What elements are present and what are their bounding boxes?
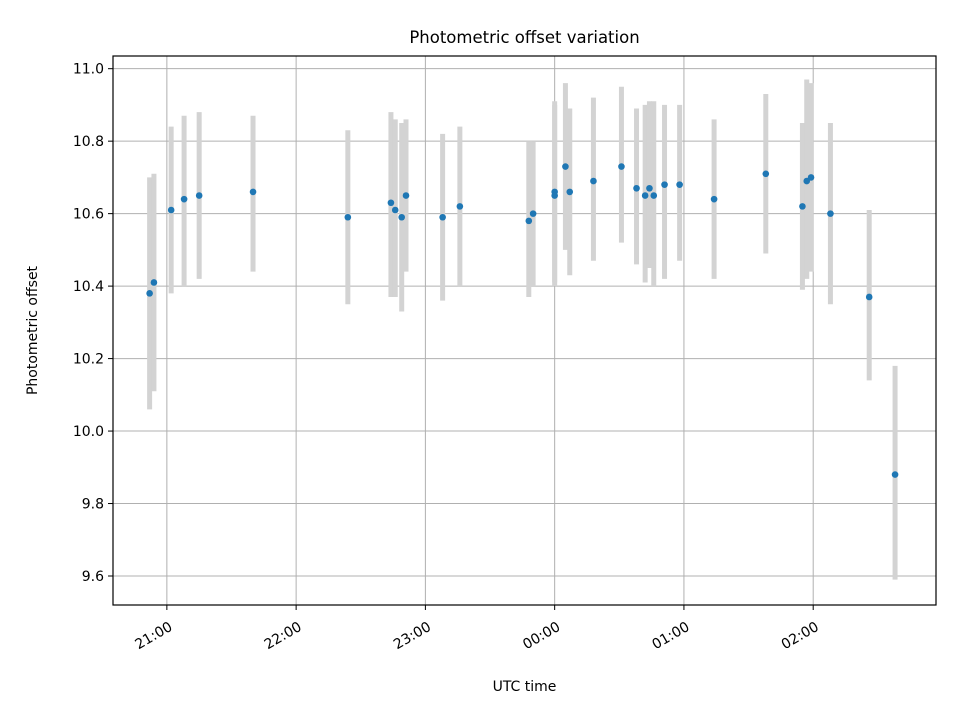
data-point (891, 471, 899, 478)
data-point (195, 192, 203, 199)
data-point (618, 163, 625, 170)
data-point (865, 293, 873, 301)
data-point (762, 170, 770, 178)
data-point (803, 177, 811, 185)
data-point (344, 213, 352, 221)
y-tick-label: 9.8 (82, 497, 104, 513)
data-point (439, 213, 446, 221)
data-point (402, 192, 410, 199)
plot-frame (112, 55, 937, 606)
y-tick-label: 10.6 (73, 207, 104, 223)
data-point (391, 206, 399, 214)
chart-title: Photometric offset variation (409, 28, 639, 47)
data-point (551, 192, 558, 199)
data-point (710, 195, 718, 203)
y-tick-label: 11.0 (73, 62, 104, 78)
data-point (562, 163, 569, 170)
data-point (661, 181, 668, 188)
data-point (146, 290, 153, 297)
data-point (633, 184, 640, 192)
y-tick-label: 10.2 (73, 352, 104, 368)
data-point (167, 206, 175, 214)
data-point (676, 181, 683, 188)
y-tick-label: 10.0 (73, 424, 104, 440)
y-axis: 9.6 9.8 10.0 10.2 10.4 10.6 10.8 11.0 (73, 62, 113, 585)
data-point (387, 199, 395, 207)
data-point (150, 279, 158, 286)
data-point (590, 177, 597, 185)
data-point (525, 217, 533, 225)
data-point (641, 192, 649, 199)
data-point (566, 188, 574, 196)
y-tick-label: 9.6 (82, 569, 104, 585)
data-point (529, 210, 537, 217)
data-point (180, 195, 188, 203)
data-point (646, 184, 653, 192)
data-point (398, 213, 405, 221)
y-tick-label: 10.8 (73, 134, 104, 150)
data-point (650, 192, 658, 199)
data-point (456, 203, 464, 210)
y-axis-label: Photometric offset (25, 265, 41, 395)
data-point (807, 174, 815, 181)
data-points (146, 163, 899, 478)
data-point (799, 203, 806, 210)
data-point (249, 188, 257, 196)
x-axis-label: UTC time (493, 679, 557, 695)
y-tick-label: 10.4 (73, 279, 104, 295)
data-point (827, 210, 834, 217)
